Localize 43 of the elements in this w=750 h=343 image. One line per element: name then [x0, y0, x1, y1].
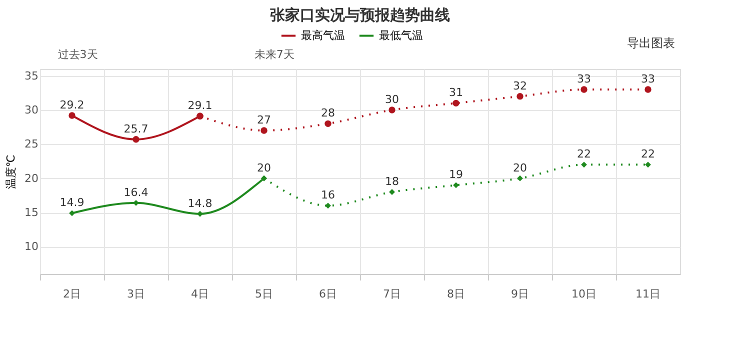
x-tick-label: 5日	[255, 288, 273, 300]
data-label: 28	[321, 106, 335, 120]
y-tick-label: 20	[24, 172, 38, 185]
y-tick-label: 35	[24, 69, 38, 82]
text: 导出图表	[627, 36, 675, 50]
data-label: 30	[385, 93, 399, 106]
chart-title: 张家口实况与预报趋势曲线	[270, 6, 450, 24]
data-label: 14.9	[60, 196, 84, 210]
data-label: 22	[641, 148, 655, 161]
data-label: 22	[577, 148, 591, 161]
data-label: 31	[449, 86, 463, 100]
data-label: 14.8	[188, 196, 212, 210]
x-tick-label: 9日	[511, 288, 529, 300]
legend-label: 最高气温	[301, 28, 345, 42]
x-tick-label: 6日	[319, 288, 337, 300]
data-label: 33	[577, 72, 591, 86]
y-tick-label: 10	[24, 240, 38, 254]
x-tick-label: 8日	[447, 288, 465, 300]
x-tick-label: 2日	[63, 288, 81, 300]
y-axis-title: 温度℃	[4, 154, 18, 190]
data-label: 19	[449, 168, 463, 182]
data-label: 16	[321, 188, 335, 202]
data-label: 29.1	[188, 99, 212, 112]
x-tick-label: 10日	[572, 288, 596, 300]
data-label: 16.4	[124, 186, 148, 199]
x-tick-label: 3日	[127, 288, 145, 300]
data-label: 32	[513, 79, 527, 92]
y-tick-label: 25	[24, 138, 38, 151]
data-label: 33	[641, 72, 655, 86]
data-label: 25.7	[124, 122, 148, 136]
data-label: 20	[513, 161, 527, 174]
text: 未来7天	[254, 48, 294, 61]
data-label: 20	[257, 161, 271, 174]
data-label: 18	[385, 175, 399, 188]
text: 过去3天	[58, 48, 98, 61]
x-tick-label: 4日	[191, 288, 209, 300]
y-tick-label: 30	[24, 104, 38, 116]
data-label: 27	[257, 114, 271, 126]
legend-label: 最低气温	[379, 28, 423, 42]
x-tick-label: 11日	[636, 288, 660, 300]
y-tick-label: 15	[24, 206, 38, 219]
x-tick-label: 7日	[383, 288, 401, 300]
data-label: 29.2	[60, 98, 84, 112]
